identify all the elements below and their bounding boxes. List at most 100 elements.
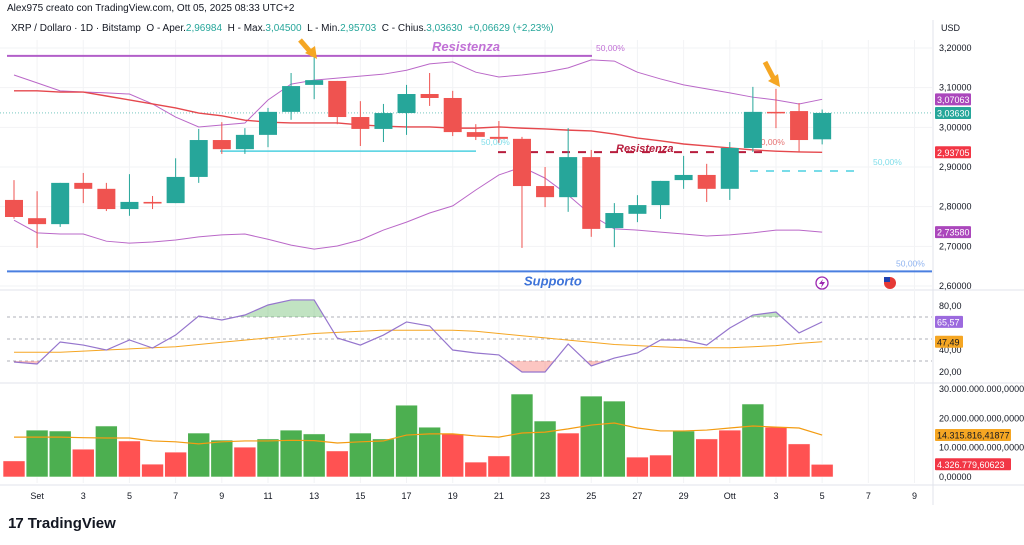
x-tick-label: 27 — [632, 491, 642, 501]
volume-tick-label: 10.000.000.000,00000 — [939, 443, 1024, 453]
fib-pct-label: 50,00% — [756, 137, 785, 147]
volume-bar — [579, 395, 603, 478]
volume-bar — [395, 404, 418, 478]
volume-bar — [71, 448, 95, 478]
candle-body — [97, 188, 116, 210]
volume-ma-line — [14, 422, 823, 445]
candle-body — [466, 132, 485, 137]
x-tick-label: Ott — [724, 491, 737, 501]
change-value: +0,06629 (+2,23%) — [467, 23, 554, 34]
volume-bar — [302, 433, 326, 478]
x-tick-label: 17 — [402, 491, 412, 501]
candle-body — [235, 134, 254, 150]
volume-bar — [810, 464, 834, 478]
x-tick-label: 5 — [820, 491, 825, 501]
low-value: 2,95703 — [340, 23, 377, 34]
volume-bar — [464, 461, 488, 478]
volume-bar — [603, 400, 626, 478]
volume-bar — [533, 420, 557, 478]
price-tag-label: 2,73580 — [937, 228, 970, 238]
candle-body — [651, 180, 670, 206]
rsi-tag — [935, 335, 963, 348]
candle — [443, 90, 462, 137]
volume-bar — [48, 430, 72, 478]
x-tick-label: 7 — [866, 491, 871, 501]
candle-body — [351, 117, 370, 129]
candle-body — [74, 182, 93, 189]
y-tick-label: 2,90000 — [939, 162, 972, 172]
candle — [328, 80, 347, 125]
arrow-head-icon — [768, 74, 780, 87]
y-tick-label: 3,20000 — [939, 43, 972, 53]
currency-label: USD — [941, 23, 961, 33]
candle — [605, 203, 624, 248]
fib-pct-label: 50,00% — [481, 137, 510, 147]
fib-pct-label: 50,00% — [596, 43, 625, 53]
bollinger-basis-line — [14, 90, 823, 154]
rsi-tag-label: 47,49 — [937, 337, 960, 347]
candle-body — [328, 80, 347, 118]
y-tick-label: 3,00000 — [939, 122, 972, 132]
candle — [28, 191, 47, 248]
candle — [790, 103, 809, 152]
candle — [166, 158, 185, 204]
x-tick-label: Set — [30, 491, 44, 501]
volume-tag-label: 4.326.779,60623 — [937, 460, 1005, 470]
candle-body — [512, 138, 531, 187]
low-label: L - Min. — [307, 23, 341, 34]
volume-bar — [649, 454, 672, 478]
volume-bar — [210, 439, 234, 478]
fib-pct-label: 50,00% — [873, 157, 902, 167]
rsi-tag — [935, 315, 963, 328]
y-tick-label: 2,70000 — [939, 241, 972, 251]
rsi-tick-label: 20,00 — [939, 367, 962, 377]
candle — [813, 109, 832, 145]
candle-body — [212, 140, 231, 150]
y-tick-label: 2,80000 — [939, 202, 972, 212]
x-tick-label: 11 — [263, 491, 272, 501]
candle-body — [605, 213, 624, 229]
candle — [282, 72, 301, 120]
candle — [143, 195, 162, 210]
volume-bar — [349, 432, 372, 478]
y-tick-label: 2,60000 — [939, 281, 972, 291]
bollinger-upper-line — [13, 59, 823, 128]
candle-body — [443, 97, 462, 133]
tradingview-logo: 17 TradingView — [8, 515, 116, 532]
fib-pct-label: 50,00% — [896, 258, 925, 268]
candle — [74, 172, 93, 204]
volume-bar — [556, 432, 580, 478]
candle-body — [51, 182, 70, 225]
price-tag-label: 3,03630 — [937, 108, 970, 118]
volume-tick-label: 30.000.000.000,00000 — [939, 384, 1024, 394]
volume-bar — [741, 403, 765, 478]
price-tag-label: 2,93705 — [937, 148, 970, 158]
candle — [258, 107, 277, 148]
candle — [559, 128, 578, 212]
volume-tag — [935, 458, 1011, 471]
candle — [512, 136, 531, 248]
lightning-glyph-icon — [819, 279, 825, 288]
candle — [466, 124, 485, 141]
price-tag-label: 3,07063 — [937, 95, 970, 105]
candle-body — [189, 140, 208, 177]
x-tick-label: 3 — [81, 491, 86, 501]
symbol-name[interactable]: XRP / Dollaro · 1D · Bitstamp — [11, 23, 141, 34]
candle — [674, 155, 693, 189]
volume-bar — [141, 463, 164, 478]
y-tick-label: 3,10000 — [939, 83, 972, 93]
candle — [351, 101, 370, 146]
high-value: 3,04500 — [265, 23, 302, 34]
candle — [743, 86, 762, 152]
volume-bar — [325, 450, 349, 478]
candle-body — [374, 113, 393, 129]
candle — [51, 182, 70, 227]
close-label: C - Chius. — [381, 23, 427, 34]
candle — [536, 167, 555, 208]
volume-bar — [695, 438, 719, 478]
candle — [97, 182, 116, 212]
candle — [189, 128, 208, 183]
candle-body — [559, 157, 578, 198]
volume-bar — [164, 451, 187, 478]
